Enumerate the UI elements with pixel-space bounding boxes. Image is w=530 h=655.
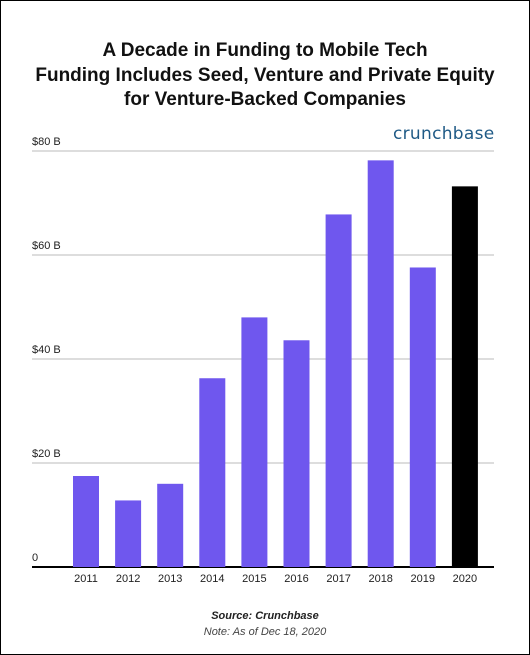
y-tick-label: 0 bbox=[32, 552, 38, 564]
bar-2013 bbox=[157, 483, 184, 567]
x-tick-label-2018: 2018 bbox=[368, 573, 392, 585]
bar-2015 bbox=[241, 317, 268, 567]
bar-chart: 0 $20 B $40 B $60 B $80 B 2011 2012 2013 2014 201… bbox=[32, 136, 494, 585]
y-tick-label: $80 B bbox=[32, 136, 61, 148]
bar-2018 bbox=[367, 160, 394, 568]
y-tick-label: $20 B bbox=[32, 448, 61, 460]
y-tick-label: $40 B bbox=[32, 344, 61, 356]
x-tick-label-2015: 2015 bbox=[242, 573, 266, 585]
chart-title-line-2: Funding Includes Seed, Venture and Priva… bbox=[35, 65, 495, 86]
bar-2016 bbox=[283, 340, 310, 567]
crunchbase-logo: crunchbase bbox=[393, 124, 495, 144]
x-tick-label-2014: 2014 bbox=[200, 573, 224, 585]
x-tick-label-2011: 2011 bbox=[74, 573, 98, 585]
x-tick-label-2020: 2020 bbox=[453, 573, 477, 585]
x-tick-label-2019: 2019 bbox=[411, 573, 435, 585]
x-tick-label-2016: 2016 bbox=[284, 573, 308, 585]
bar-2020 bbox=[451, 186, 478, 568]
x-tick-label-2013: 2013 bbox=[158, 573, 182, 585]
chart-title-line-1: A Decade in Funding to Mobile Tech bbox=[102, 40, 428, 61]
y-tick-label: $60 B bbox=[32, 240, 61, 252]
date-note: Note: As of Dec 18, 2020 bbox=[203, 626, 327, 638]
bar-2017 bbox=[325, 214, 352, 567]
bar-2014 bbox=[199, 378, 226, 567]
bar-2011 bbox=[73, 476, 99, 567]
x-tick-label-2012: 2012 bbox=[116, 573, 140, 585]
x-tick-label-2017: 2017 bbox=[326, 573, 350, 585]
source-credit: Source: Crunchbase bbox=[211, 610, 319, 622]
chart-title-line-3: for Venture-Backed Companies bbox=[124, 89, 406, 110]
bar-2012 bbox=[115, 500, 142, 567]
bar-2019 bbox=[409, 267, 436, 567]
